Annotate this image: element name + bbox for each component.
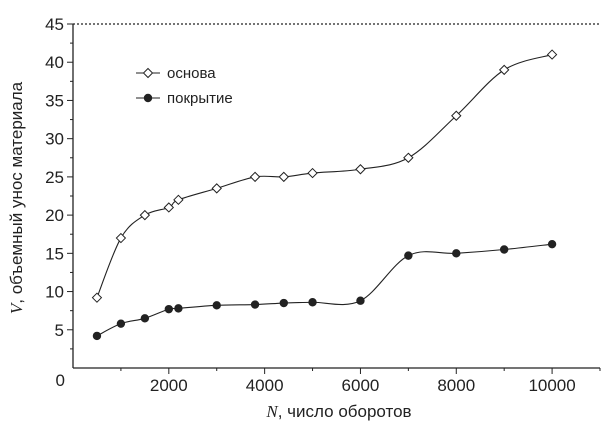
series-2-point bbox=[164, 304, 174, 314]
series-2-point bbox=[92, 331, 102, 341]
series-2-point bbox=[212, 301, 221, 310]
y-tick-label: 45 bbox=[45, 15, 64, 34]
x-tick-label: 8000 bbox=[437, 376, 475, 395]
series-2-point bbox=[404, 251, 413, 260]
series-2-point bbox=[279, 298, 288, 308]
tick-marks: 5 10 15 20 25 30 35 40 45 2000 4000 6000 8000 10000 0 bbox=[45, 15, 601, 395]
y-tick-label: 25 bbox=[45, 168, 64, 187]
origin-label: 0 bbox=[56, 371, 65, 390]
series-2-point bbox=[499, 245, 509, 254]
y-tick-label: 40 bbox=[45, 53, 64, 72]
series-2-point bbox=[356, 296, 365, 305]
series-1-point bbox=[211, 183, 222, 194]
series-2-point bbox=[547, 239, 557, 249]
y-tick-label: 15 bbox=[45, 244, 64, 263]
y-axis-text: , объемный унос материала bbox=[7, 81, 26, 303]
y-tick-label: 20 bbox=[45, 206, 64, 225]
series-2-point bbox=[140, 314, 150, 323]
series-1-point bbox=[139, 209, 151, 221]
series-2-point bbox=[174, 304, 183, 313]
series-1-point bbox=[546, 49, 558, 60]
y-tick-label: 10 bbox=[45, 283, 64, 302]
legend-marker-1 bbox=[142, 67, 154, 79]
legend: основа покрытие bbox=[136, 65, 233, 107]
y-axis-title: V, объемный унос материала bbox=[7, 81, 26, 314]
legend-marker-2 bbox=[143, 93, 153, 103]
series-1-point bbox=[355, 164, 366, 175]
series-1-point bbox=[403, 152, 414, 163]
series-markers bbox=[91, 49, 558, 341]
series-1-point bbox=[278, 171, 290, 183]
x-tick-label: 4000 bbox=[246, 376, 284, 395]
x-tick-label: 2000 bbox=[150, 376, 188, 395]
series-1-point bbox=[249, 171, 261, 183]
x-axis-title: N, число оборотов bbox=[265, 402, 411, 421]
series-2-point bbox=[452, 249, 461, 258]
series-line-1 bbox=[96, 54, 553, 298]
x-tick-label: 6000 bbox=[342, 376, 380, 395]
series-1-point bbox=[451, 110, 462, 121]
series-line-2 bbox=[96, 243, 553, 337]
y-tick-label: 35 bbox=[45, 91, 64, 110]
axes bbox=[72, 24, 600, 369]
x-axis-text: , число оборотов bbox=[278, 402, 412, 421]
y-tick-label: 5 bbox=[55, 321, 64, 340]
series-2-point bbox=[308, 298, 317, 307]
series-1-point bbox=[115, 232, 127, 244]
series-1-point bbox=[163, 202, 175, 213]
y-tick-label: 30 bbox=[45, 130, 64, 149]
series-1-point bbox=[91, 292, 103, 303]
x-tick-label: 10000 bbox=[528, 376, 575, 395]
legend-label-1: основа bbox=[167, 65, 216, 82]
x-axis-variable: N bbox=[265, 402, 279, 421]
series-2-point bbox=[250, 300, 260, 309]
series-lines bbox=[96, 54, 553, 337]
series-1-point bbox=[307, 167, 318, 179]
y-axis-variable: V bbox=[7, 301, 26, 314]
legend-label-2: покрытие bbox=[167, 90, 233, 107]
series-1-point bbox=[173, 194, 184, 206]
series-1-point bbox=[498, 64, 510, 76]
series-2-point bbox=[116, 319, 126, 328]
